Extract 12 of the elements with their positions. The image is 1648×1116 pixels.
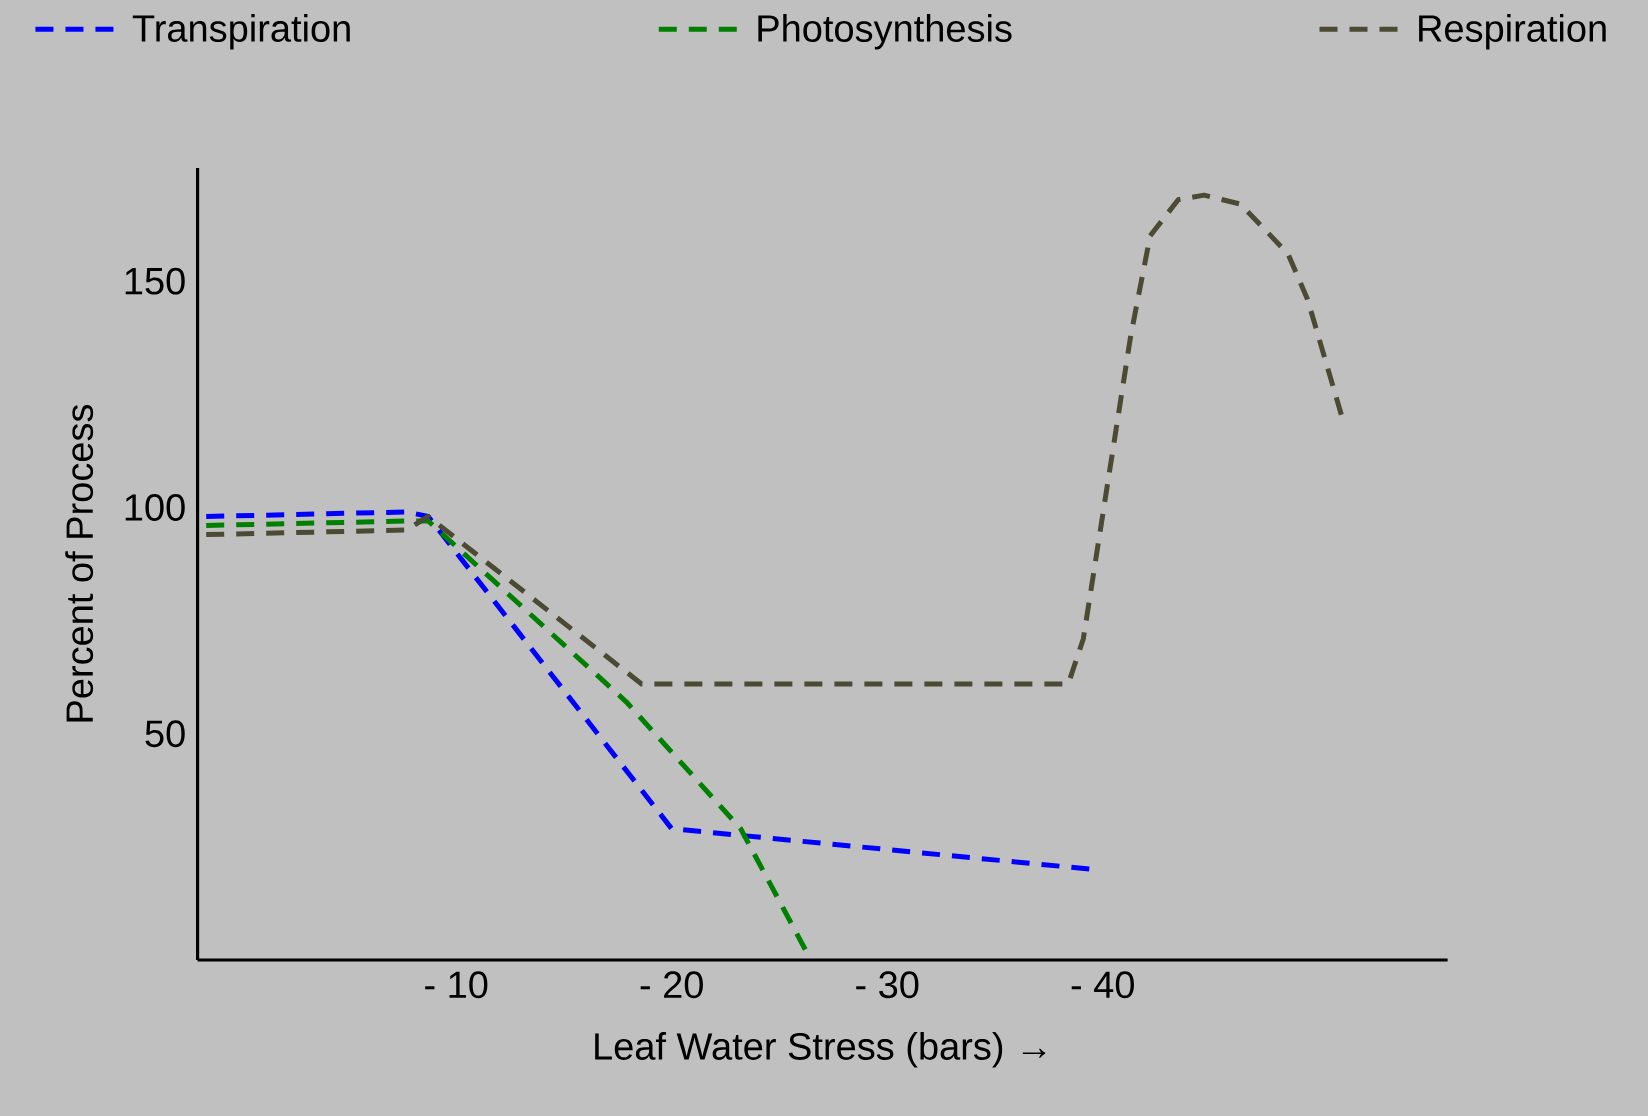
legend-label: Transpiration (132, 14, 350, 50)
x-tick-label: - 40 (1071, 971, 1134, 999)
legend-label: Respiration (1419, 14, 1606, 50)
legend-label: Photosynthesis (758, 14, 1012, 50)
x-tick-label: - 30 (856, 971, 919, 999)
y-tick-label: 100 (125, 493, 185, 521)
y-tick-label: 150 (125, 267, 185, 295)
x-axis-title: Leaf Water Stress (bars) → (595, 1031, 1046, 1068)
y-axis-title: Percent of Process (65, 404, 94, 722)
y-tick-label: 50 (145, 720, 185, 748)
x-tick-label: - 10 (425, 971, 488, 999)
x-tick-label: - 20 (640, 971, 703, 999)
